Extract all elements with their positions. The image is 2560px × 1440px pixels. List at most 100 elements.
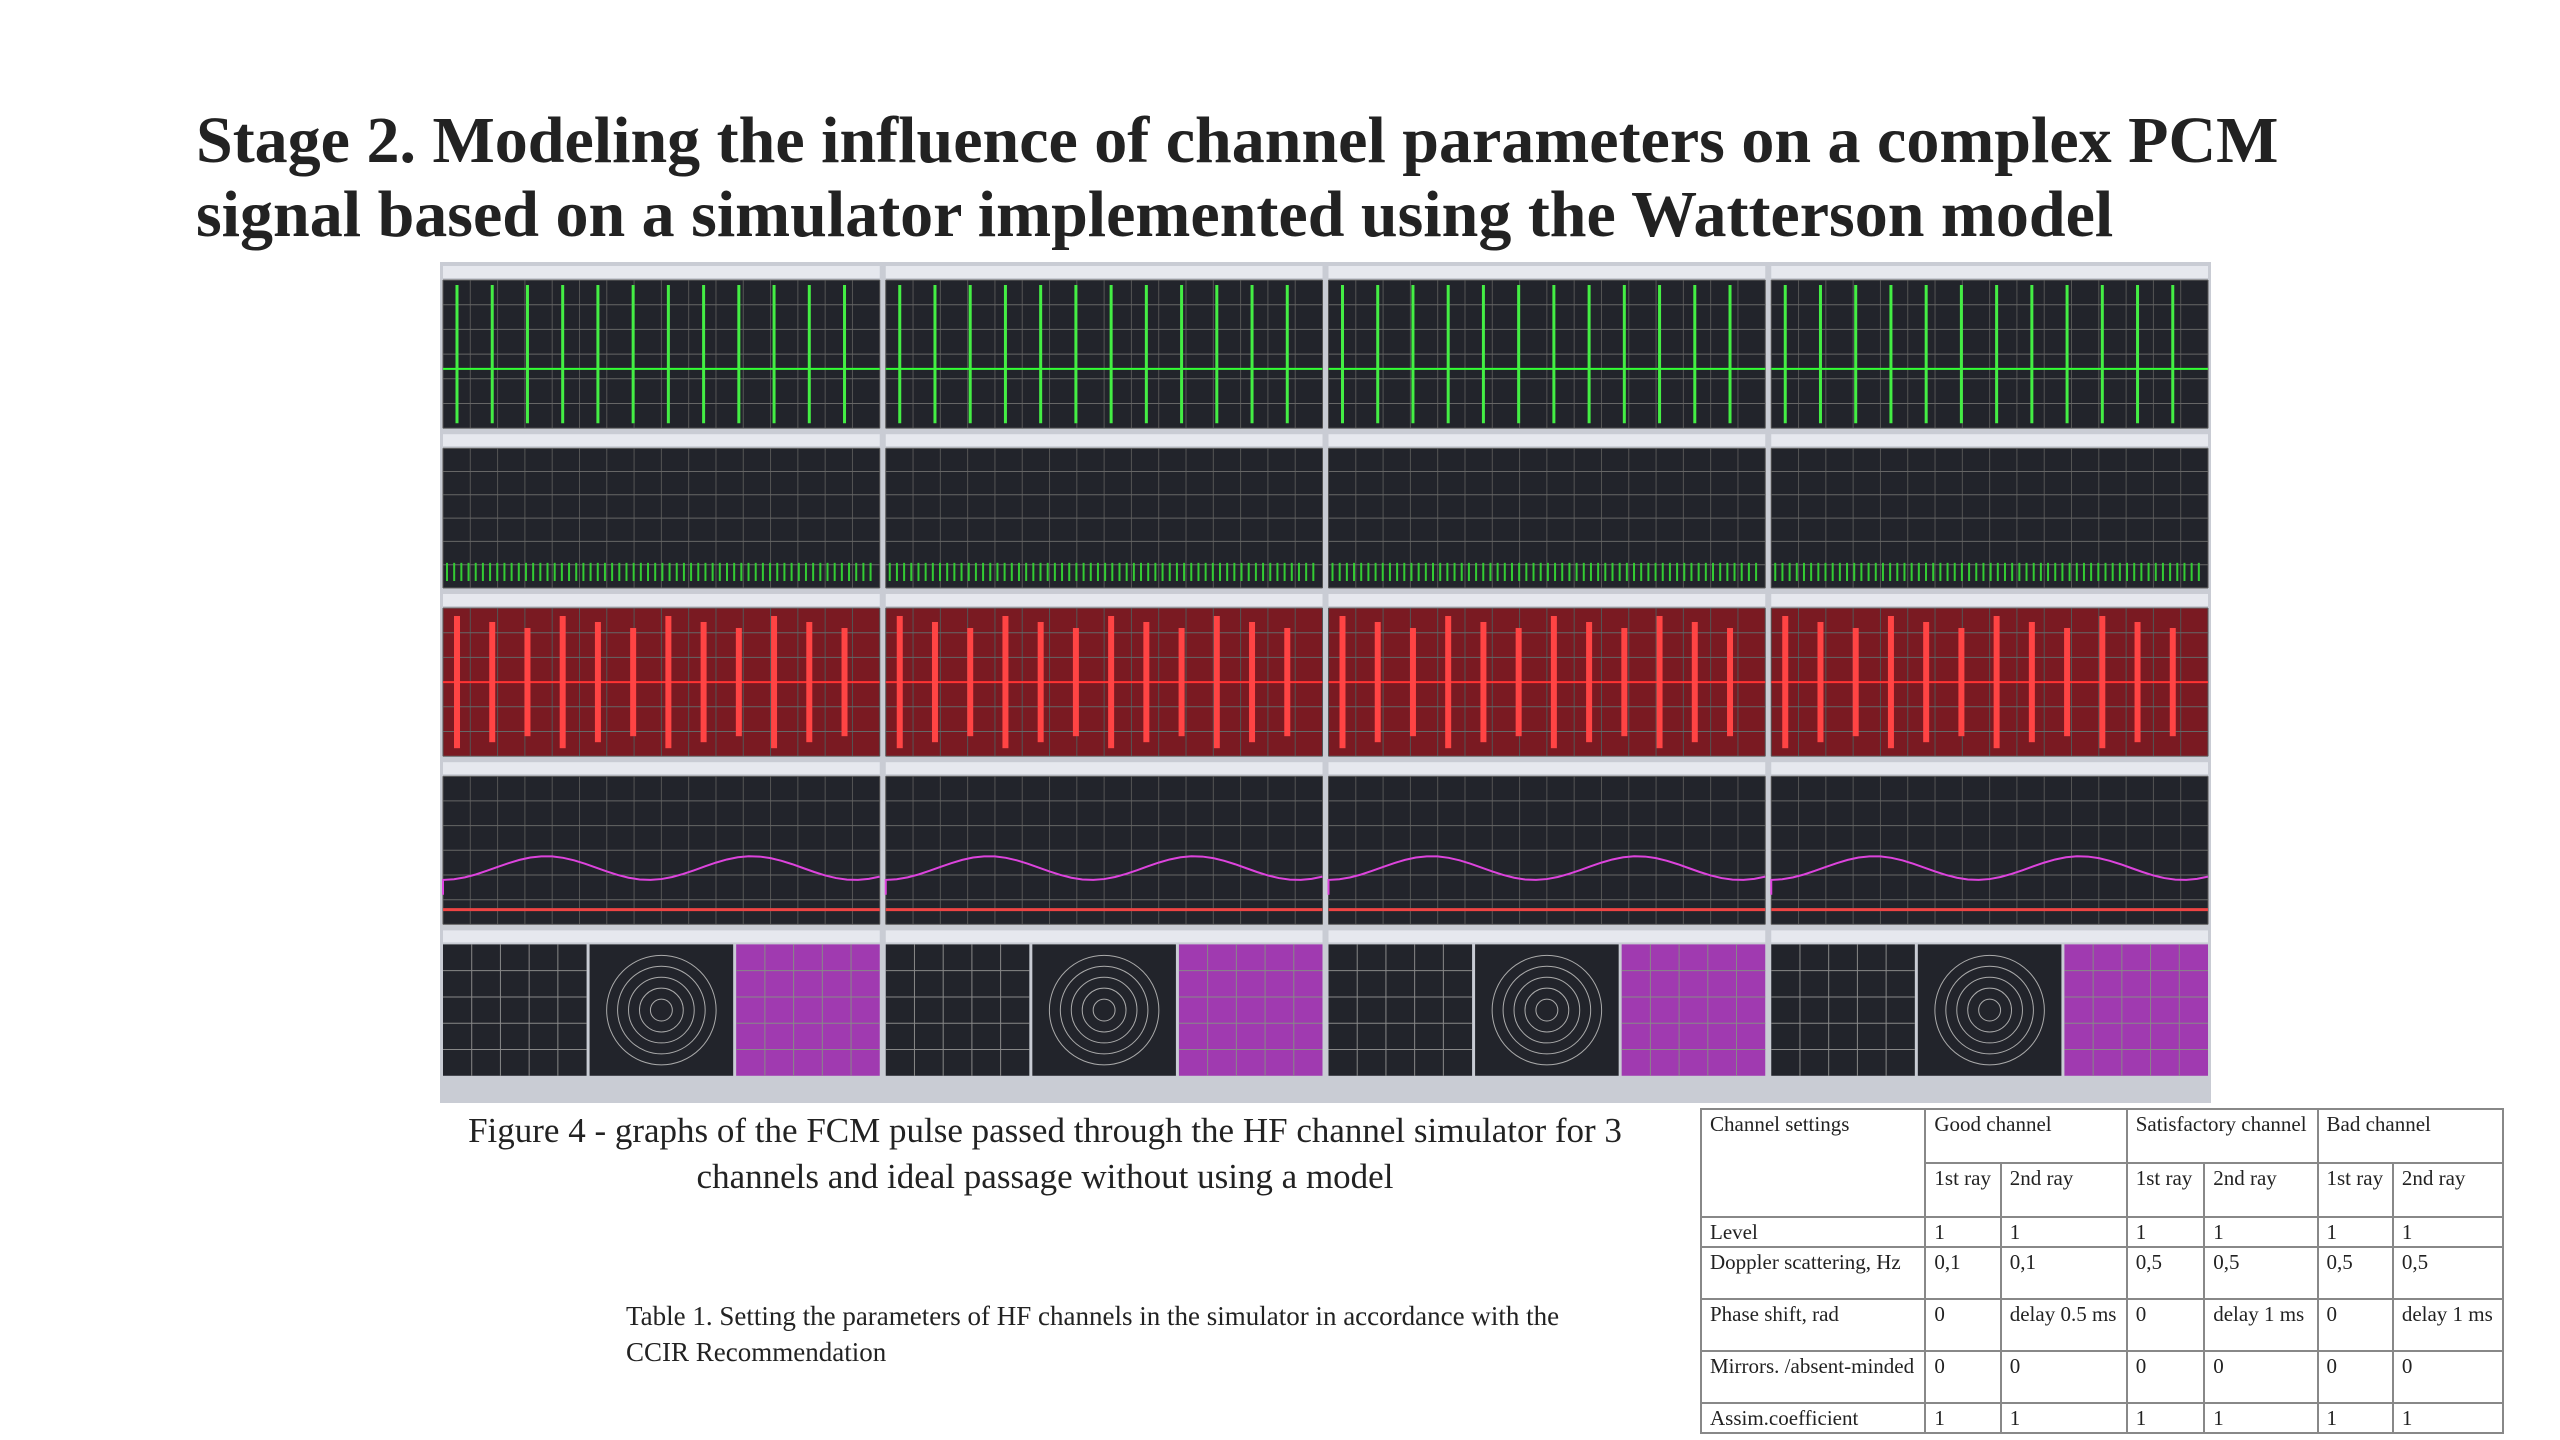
subheader-cell: 2nd ray [2203,1162,2319,1218]
table-cell: 0,5 [2391,1246,2505,1300]
plot-area [589,944,734,1076]
table-cell: 1 [2203,1402,2319,1434]
polar-ring [1956,976,2023,1044]
table-cell: delay 1 ms [2391,1298,2505,1352]
panel-header [1328,930,1766,943]
trace [1249,621,1256,743]
table-cell: 0 [1999,1350,2128,1404]
subheader-cell: 2nd ray [2391,1162,2505,1218]
trace [1727,627,1734,737]
polar-ring [1524,987,1570,1033]
polar-ring [1070,976,1138,1044]
plot-area [1771,944,1915,1076]
trace [1550,615,1557,749]
table-cell: 1 [2391,1402,2505,1434]
panel-header [1328,266,1766,278]
trace [1374,621,1381,743]
table-cell: 0 [1924,1350,2002,1404]
trace [1072,627,1079,737]
plot-area [1917,944,2062,1076]
table-cell: 1 [1924,1216,2002,1248]
table-cell: 0,1 [1924,1246,2002,1300]
trace [2064,627,2071,737]
table-cell: 1 [1924,1402,2002,1434]
figure-caption: Figure 4 - graphs of the FCM pulse passe… [468,1111,1622,1196]
polar-ring [1048,954,1160,1066]
trace [2099,615,2106,749]
table-cell: 0,5 [2316,1246,2394,1300]
panel-header [1771,434,2208,447]
trace [2028,621,2035,743]
table-cell: 1 [2125,1402,2206,1434]
trace [1993,615,2000,749]
table-row: Assim.coefficient 1 1 1 1 1 1 [1699,1402,2505,1434]
table-cell: 0 [2316,1350,2394,1404]
table-cell: 0 [1924,1298,2002,1352]
panel-header [443,593,880,606]
polar-ring [606,954,717,1066]
panel-header [1328,593,1766,606]
table-row: Phase shift, rad 0 delay 0.5 ms 0 delay 1 ms… [1699,1298,2505,1352]
polar-ring [1934,954,2045,1066]
trace [1445,615,1452,749]
panel-header [885,930,1323,943]
table-cell: 0 [2391,1350,2505,1404]
plot-area [885,944,1030,1076]
header-cell: Channel settings [1699,1108,1927,1218]
table-cell: Doppler scattering, Hz [1699,1246,1927,1300]
table-cell: 1 [1999,1402,2128,1434]
trace [594,621,601,743]
trace [735,627,742,737]
trace [1108,615,1115,749]
table-caption: Table 1. Setting the parameters of HF ch… [626,1301,1560,1367]
header-cell: Satisfactory channel [2125,1108,2319,1164]
trace [2169,627,2176,737]
trace [1586,621,1593,743]
header-cell: Good channel [1924,1108,2128,1164]
polar-ring [1978,998,2002,1022]
header-row: Channel settings Good channel Satisfactory… [1699,1108,2504,1218]
trace [524,627,531,737]
panel-header [1771,762,2208,775]
trace [489,621,496,743]
trace [1515,627,1522,737]
trace [841,627,848,737]
trace [442,855,880,895]
plot-area [1621,944,1766,1076]
polar-ring [1513,976,1581,1044]
trace [967,627,974,737]
table-cell: Mirrors. /absent-minded [1699,1350,1927,1404]
table-cell: 0 [2203,1350,2319,1404]
trace [1178,627,1185,737]
plot-area [1328,944,1473,1076]
settings-table: Channel settings Good channel Satisfactory… [1699,1108,2505,1434]
polar-ring [628,976,695,1044]
table-cell: 0 [2125,1350,2206,1404]
table-cell: 0,1 [1999,1246,2128,1300]
panel-header [1771,266,2208,278]
trace [806,621,813,743]
plot-area [443,944,587,1076]
polar-ring [649,998,673,1022]
trace [1327,855,1766,895]
plot-area [2064,944,2208,1076]
panel-header [1328,762,1766,775]
trace [1002,615,1009,749]
table-cell: 1 [2316,1216,2394,1248]
polar-ring [1059,965,1149,1055]
table-cell: Level [1699,1216,1927,1248]
plot-area [1032,944,1176,1076]
trace [1887,615,1894,749]
table-cell: Phase shift, rad [1699,1298,1927,1352]
trace [771,615,778,749]
panel-header [443,266,880,278]
trace [630,627,637,737]
table-cell: 0 [2125,1298,2206,1352]
trace [1817,621,1824,743]
table-row: Doppler scattering, Hz 0,1 0,1 0,5 0,5 0,5 0,5 [1699,1246,2505,1300]
trace [1480,621,1487,743]
trace [1656,615,1663,749]
panel-header [885,266,1323,278]
panel-header [1328,434,1766,447]
